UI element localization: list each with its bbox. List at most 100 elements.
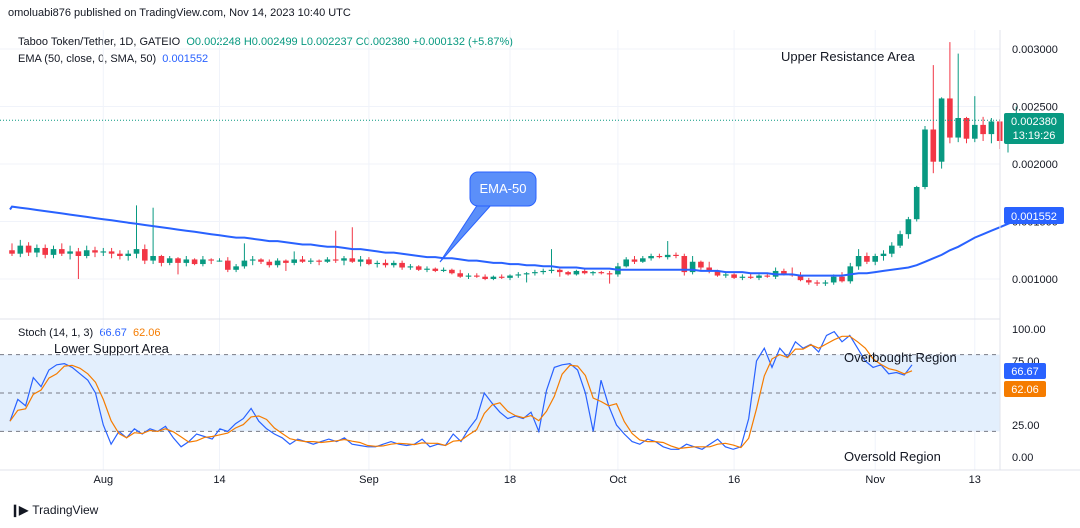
candle-body — [59, 249, 65, 254]
candle-body — [266, 261, 273, 266]
candle-body — [855, 256, 862, 267]
ema-tag-box — [1004, 207, 1064, 224]
candle-body — [988, 121, 995, 135]
candle-body — [125, 253, 131, 256]
candle-body — [673, 254, 679, 256]
price-tick-label: 0.002500 — [1012, 102, 1058, 114]
time-tick-label: Oct — [609, 474, 626, 486]
last-price-box — [1004, 113, 1064, 144]
candle-body — [706, 267, 712, 271]
time-axis[interactable]: Aug 14 Sep 18 Oct 16 Nov 13 — [94, 474, 981, 486]
tradingview-logo-text: TradingView — [32, 503, 99, 517]
ema-legend[interactable]: EMA (50, close, 0, SMA, 50) 0.001552 — [18, 53, 208, 65]
symbol-label[interactable]: Taboo Token/Tether, 1D, GATEIO — [18, 36, 181, 48]
candle-body — [424, 268, 430, 270]
time-tick-label: 13 — [969, 474, 981, 486]
publisher-line: omoluabi876 published on TradingView.com… — [8, 7, 351, 19]
candle-body — [34, 247, 40, 253]
candle-body — [490, 276, 497, 279]
price-tick-label: 0.003000 — [1012, 44, 1058, 56]
candle-body — [739, 276, 746, 278]
candle-body — [905, 219, 912, 235]
oversold-label: Oversold Region — [844, 449, 941, 464]
candle-body — [457, 273, 463, 277]
candle-body — [67, 251, 73, 254]
price-tick-label: 0.002000 — [1012, 159, 1058, 171]
candle-body — [880, 253, 887, 256]
candle-body — [474, 275, 480, 277]
stoch-legend[interactable]: Stoch (14, 1, 3) 66.67 62.06 — [18, 327, 161, 339]
candle-body — [839, 276, 845, 282]
candle-body — [565, 272, 571, 275]
candle-body — [955, 118, 961, 138]
stoch-d-line — [9, 335, 913, 450]
candle-body — [830, 276, 837, 283]
candle-body — [972, 124, 978, 139]
candle-body — [581, 270, 588, 274]
candle-body — [980, 124, 986, 135]
candle-body — [548, 269, 555, 271]
candle-body — [158, 256, 165, 263]
candle-body — [440, 269, 447, 271]
overbought-label: Overbought Region — [844, 350, 957, 365]
symbol-legend[interactable]: Taboo Token/Tether, 1D, GATEIO O0.002248… — [18, 36, 513, 48]
candle-body — [117, 253, 123, 256]
candle-body — [747, 276, 754, 278]
candle-body — [623, 259, 629, 267]
candle-body — [349, 258, 356, 262]
candles-series — [9, 42, 1020, 286]
ohlc-values: O0.002248 H0.002499 L0.002237 C0.002380 … — [186, 36, 513, 48]
candle-body — [249, 259, 256, 261]
candle-body — [150, 256, 156, 261]
ema-50-line — [9, 205, 1026, 277]
candle-body — [806, 280, 812, 283]
candle-body — [822, 282, 829, 284]
candle-body — [764, 275, 771, 277]
candle-body — [930, 129, 937, 162]
tradingview-logo[interactable]: ❙▶ TradingView — [10, 503, 98, 517]
ema-label[interactable]: EMA (50, close, 0, SMA, 50) — [18, 53, 157, 65]
candle-body — [640, 258, 646, 262]
candle-body — [507, 275, 513, 278]
candle-body — [864, 256, 870, 262]
countdown-text: 13:19:26 — [1013, 130, 1056, 142]
candle-body — [142, 249, 148, 261]
candle-body — [498, 276, 505, 278]
time-tick-label: 16 — [728, 474, 740, 486]
candle-body — [283, 260, 289, 263]
time-tick-label: Sep — [359, 474, 379, 486]
time-tick-label: Aug — [94, 474, 114, 486]
candle-body — [689, 261, 696, 273]
candle-body — [606, 273, 613, 275]
stoch-tick-label: 25.00 — [1012, 420, 1040, 432]
candle-body — [656, 256, 663, 258]
candle-body — [432, 268, 439, 271]
candle-body — [540, 270, 546, 273]
candle-body — [922, 129, 928, 187]
stoch-label[interactable]: Stoch (14, 1, 3) — [18, 327, 94, 339]
candle-body — [947, 98, 953, 138]
candle-body — [341, 258, 347, 261]
stoch-tick-label: 100.00 — [1012, 324, 1046, 336]
stoch-d-tag: 62.06 — [1004, 381, 1046, 397]
candle-body — [100, 251, 107, 253]
candle-body — [366, 259, 372, 265]
candle-body — [25, 245, 32, 253]
candle-body — [731, 274, 737, 278]
candle-body — [332, 259, 339, 261]
ema-value: 0.001552 — [162, 53, 209, 65]
candle-body — [781, 270, 787, 275]
candle-body — [889, 245, 895, 254]
candle-body — [225, 260, 231, 270]
candle-body — [258, 259, 264, 262]
candle-body — [233, 266, 239, 270]
candle-body — [191, 259, 198, 265]
candle-body — [274, 260, 281, 266]
stoch-k-tag-box — [1004, 363, 1046, 379]
stoch-d-tag-text: 62.06 — [1011, 384, 1039, 396]
candle-body — [108, 251, 115, 254]
time-tick-label: 18 — [504, 474, 516, 486]
candle-body — [200, 259, 206, 265]
